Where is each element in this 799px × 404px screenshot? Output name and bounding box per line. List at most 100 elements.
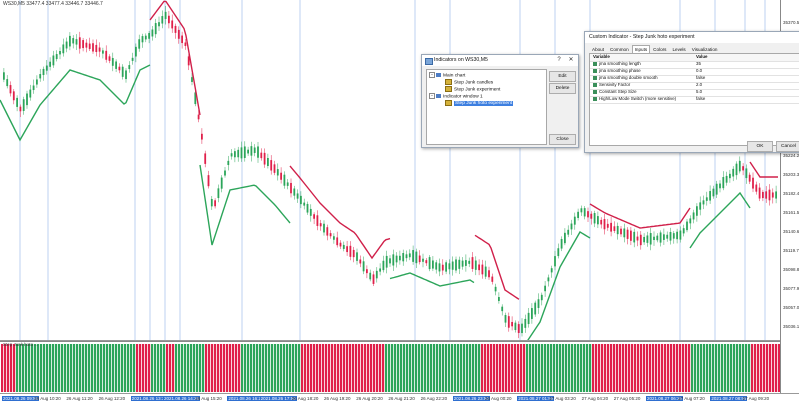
param-value[interactable]: 5.0: [696, 89, 703, 94]
param-value[interactable]: 0.0: [696, 68, 703, 73]
histogram-bar: [349, 344, 352, 392]
histogram-bar: [262, 344, 265, 392]
histogram-bar: [592, 344, 595, 392]
candle-body: [194, 92, 197, 105]
histogram-bar: [751, 344, 754, 392]
time-tick-label: 2021.08.26 09:55: [2, 396, 40, 401]
histogram-bar: [667, 344, 670, 392]
tree-item-step-junk-hoto-experiment[interactable]: Step Junk hoto experiment: [445, 100, 514, 107]
candle-body: [12, 91, 15, 101]
histogram-bar: [397, 344, 400, 392]
price-tick-label: 35203.3: [783, 172, 799, 177]
histogram-bar: [343, 344, 346, 392]
param-value[interactable]: false: [696, 75, 706, 80]
candle-body: [141, 36, 144, 43]
histogram-bar: [688, 344, 691, 392]
candle-body: [303, 202, 306, 206]
tree-item-step-junk-candles[interactable]: Step Junk candles: [445, 79, 493, 86]
histogram-bar: [721, 344, 724, 392]
param-name: jma smoothing length: [599, 61, 641, 66]
candle-body: [656, 235, 659, 241]
delete-button[interactable]: Delete: [549, 83, 576, 94]
histogram-bar: [661, 344, 664, 392]
histogram-bar: [121, 344, 124, 392]
histogram-bar: [43, 344, 46, 392]
candle-body: [207, 175, 210, 187]
histogram-bar: [715, 344, 718, 392]
indicator-tree[interactable]: − Main chart Step Junk candles Step Junk …: [426, 69, 547, 145]
collapse-icon[interactable]: −: [429, 93, 435, 99]
custom-dialog-titlebar[interactable]: Custom Indicator - Step Junk hoto experi…: [585, 32, 799, 43]
histogram-bar: [421, 344, 424, 392]
table-row[interactable]: jma smoothing phase 0.0: [590, 68, 799, 76]
table-row[interactable]: High/Low Mode Switch (more sensitive) fal…: [590, 96, 799, 104]
histogram-bar: [85, 344, 88, 392]
histogram-bar: [217, 344, 220, 392]
collapse-icon[interactable]: −: [429, 72, 435, 78]
table-row[interactable]: jma smoothing length 35: [590, 61, 799, 69]
histogram-bar: [34, 344, 37, 392]
candle-body: [719, 183, 721, 189]
param-value[interactable]: 35: [696, 61, 701, 66]
close-button[interactable]: Close: [549, 134, 576, 145]
param-value[interactable]: false: [696, 96, 706, 101]
candle-body: [108, 56, 111, 61]
candle-body: [765, 191, 768, 199]
histogram-bar: [46, 344, 49, 392]
candle-body: [547, 277, 550, 282]
candle-body: [276, 169, 279, 176]
inputs-table[interactable]: Variable Value jma smoothing length 35 jm…: [589, 53, 799, 146]
candle-body: [768, 189, 771, 201]
histogram-bar: [778, 344, 780, 392]
histogram-bar: [664, 344, 667, 392]
histogram-bar: [181, 344, 184, 392]
time-tick-label: 2021.08.27 08:55: [710, 396, 748, 401]
candle-body: [42, 68, 45, 76]
histogram-bar: [583, 344, 586, 392]
histogram-bar: [13, 344, 16, 392]
candle-body: [26, 93, 28, 106]
histogram-bar: [613, 344, 616, 392]
cancel-button[interactable]: Cancel: [776, 141, 799, 152]
histogram-bar: [160, 344, 163, 392]
histogram-bar: [625, 344, 628, 392]
column-header-value: Value: [696, 54, 708, 59]
tab-about[interactable]: About: [592, 47, 605, 52]
tab-common[interactable]: Common: [610, 47, 629, 52]
tab-colors[interactable]: Colors: [653, 47, 667, 52]
histogram-bar: [25, 344, 28, 392]
histogram-bar: [55, 344, 58, 392]
candle-body: [544, 285, 546, 292]
histogram-bar: [184, 344, 187, 392]
candle-body: [771, 192, 774, 198]
candle-body: [270, 160, 273, 171]
histogram-bar: [559, 344, 562, 392]
tab-inputs[interactable]: Inputs: [631, 45, 651, 54]
close-icon[interactable]: ✕: [568, 57, 574, 63]
indicators-dialog-titlebar[interactable]: Indicators on WS30,M5 ? ✕: [422, 55, 578, 66]
indicator-window[interactable]: [0, 341, 780, 394]
candle-body: [441, 264, 444, 271]
table-row[interactable]: Sensivity Factor 2.0: [590, 82, 799, 90]
candle-body: [379, 268, 381, 272]
tree-item-step-junk-experiment[interactable]: Step Junk experiment: [445, 86, 500, 93]
candle-body: [567, 229, 570, 235]
param-value[interactable]: 2.0: [696, 82, 703, 87]
tab-visualization[interactable]: Visualization: [691, 47, 718, 52]
help-icon[interactable]: ?: [557, 57, 561, 63]
table-row[interactable]: jma smoothing double smooth false: [590, 75, 799, 83]
histogram-bar: [199, 344, 202, 392]
histogram-bar: [298, 344, 301, 392]
edit-button[interactable]: Edit: [549, 71, 576, 82]
histogram-bar: [364, 344, 367, 392]
tree-node-main-chart[interactable]: − Main chart: [429, 72, 465, 79]
candle-body: [59, 51, 61, 55]
ok-button[interactable]: OK: [747, 141, 773, 152]
tree-node-indicator-window[interactable]: − Indicator window 1: [429, 93, 483, 100]
histogram-bar: [724, 344, 727, 392]
candle-body: [692, 212, 695, 220]
table-row[interactable]: Constant Step Size 5.0: [590, 89, 799, 97]
tab-levels[interactable]: Levels: [672, 47, 686, 52]
histogram-bar: [607, 344, 610, 392]
candle-body: [639, 234, 642, 246]
